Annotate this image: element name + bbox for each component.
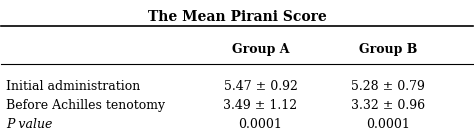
Text: Before Achilles tenotomy: Before Achilles tenotomy bbox=[6, 99, 165, 112]
Text: 0.0001: 0.0001 bbox=[238, 118, 283, 131]
Text: 0.0001: 0.0001 bbox=[366, 118, 410, 131]
Text: P value: P value bbox=[6, 118, 53, 131]
Text: Group B: Group B bbox=[359, 43, 417, 56]
Text: 3.49 ± 1.12: 3.49 ± 1.12 bbox=[224, 99, 298, 112]
Text: 5.28 ± 0.79: 5.28 ± 0.79 bbox=[351, 80, 425, 93]
Text: Initial administration: Initial administration bbox=[6, 80, 140, 93]
Text: Group A: Group A bbox=[232, 43, 289, 56]
Text: 5.47 ± 0.92: 5.47 ± 0.92 bbox=[224, 80, 298, 93]
Text: The Mean Pirani Score: The Mean Pirani Score bbox=[147, 10, 327, 24]
Text: 3.32 ± 0.96: 3.32 ± 0.96 bbox=[351, 99, 425, 112]
